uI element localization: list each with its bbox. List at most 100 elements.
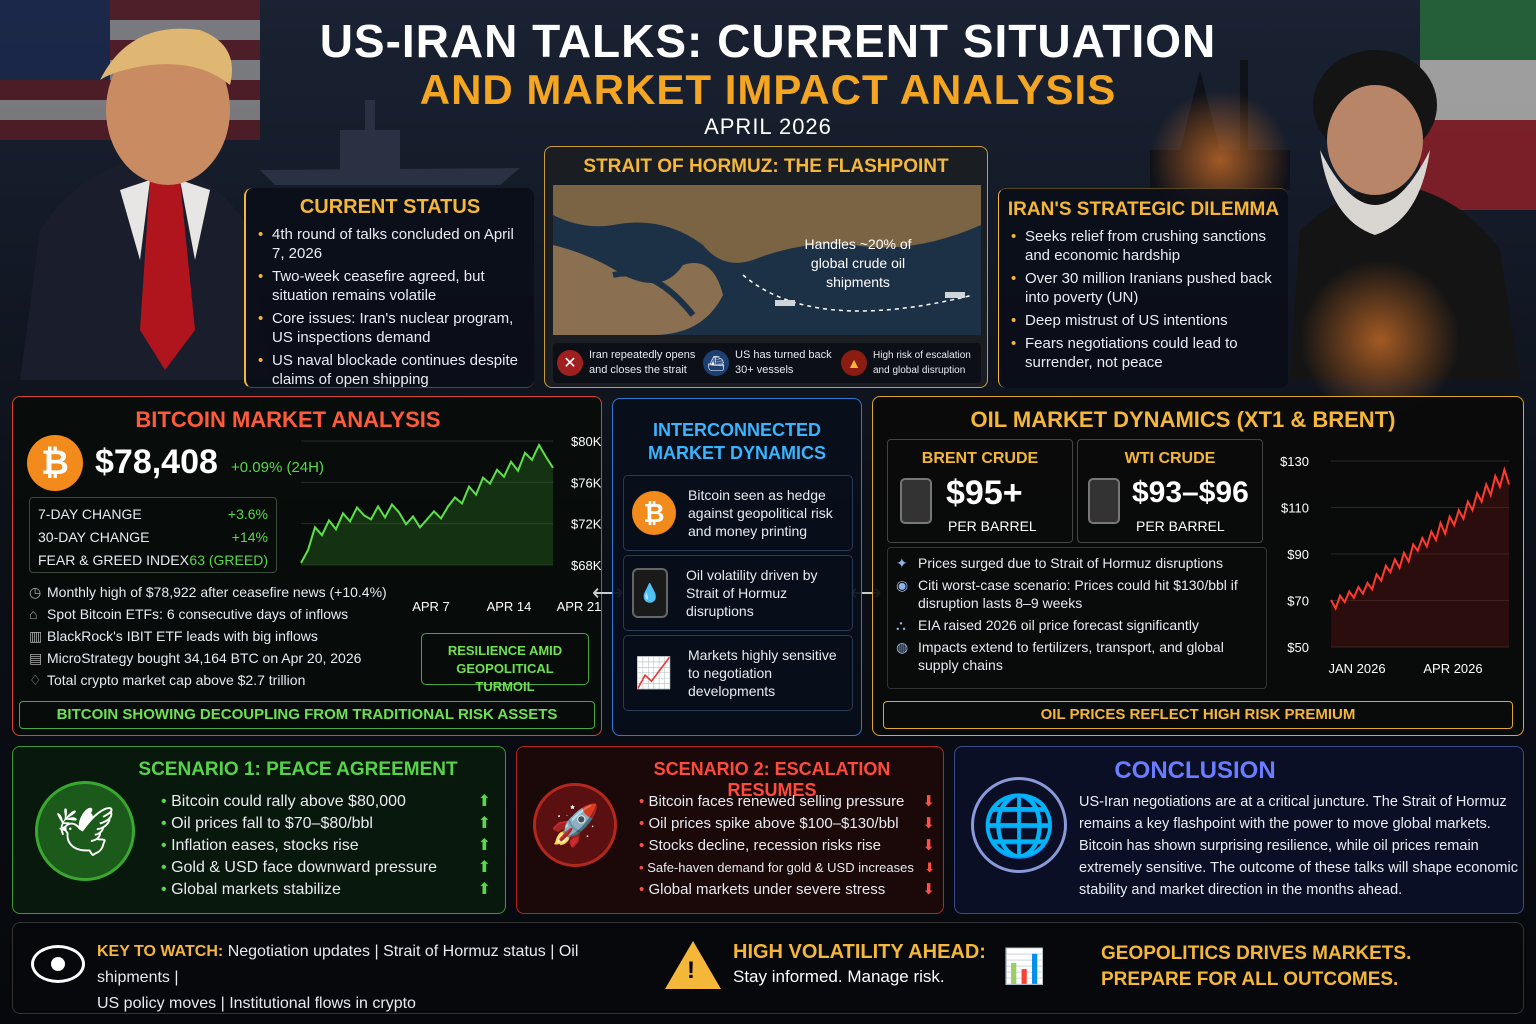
hormuz-panel: STRAIT OF HORMUZ: THE FLASHPOINT Handles… [544,146,988,388]
list-item: Oil prices spike above $100–$130/bbl [648,815,899,832]
list-item: 4th round of talks concluded on April 7,… [256,225,526,263]
y-tick-label: $90 [1287,547,1309,562]
scenario1-title: SCENARIO 1: PEACE AGREEMENT [138,759,458,780]
current-status-list: 4th round of talks concluded on April 7,… [246,225,534,389]
note-text: BlackRock's IBIT ETF leads with big infl… [47,628,318,644]
arrow-up-icon: ⬆ [477,815,491,832]
us-leader-portrait [20,28,270,380]
warning-icon [665,941,721,989]
list-item: Two-week ceasefire agreed, but situation… [256,267,526,305]
list-item: Stocks decline, recession risks rise [648,837,882,854]
y-tick-label: $70 [1287,594,1309,609]
wti-price: $93–$96 [1132,476,1249,509]
arrow-up-icon: ⬆ [477,793,491,810]
list-item: Safe-haven demand for gold & USD increas… [647,860,914,875]
globe-icon: 🌐 [971,777,1067,873]
list-item: Global markets stabilize [171,881,341,898]
dove-icon: 🕊 [35,781,135,881]
current-status-panel: CURRENT STATUS 4th round of talks conclu… [244,188,534,388]
y-tick-label: $76K [571,475,601,490]
oil-barrel-icon [1088,478,1120,524]
y-tick-label: $80K [571,434,601,449]
note-text: EIA raised 2026 oil price forecast signi… [918,617,1199,633]
ship-icon [945,292,965,298]
wti-name: WTI CRUDE [1124,450,1216,467]
bitcoin-24h-change: +0.09% (24H) [231,459,324,476]
inter-item-text: Bitcoin seen as hedge against geopolitic… [688,487,833,539]
ship-icon [775,300,795,306]
volatility-title: HIGH VOLATILITY AHEAD: [733,941,986,963]
wti-unit: PER BARREL [1136,518,1225,534]
bitcoin-title: BITCOIN MARKET ANALYSIS [135,407,441,432]
list-item: Inflation eases, stocks rise [171,837,359,854]
hormuz-note: High risk of escalation and global disru… [873,350,971,376]
interconnected-title: INTERCONNECTED MARKET DYNAMICS [648,420,826,463]
arrow-up-icon: ⬆ [477,837,491,854]
note-text: Impacts extend to fertilizers, transport… [918,639,1224,673]
fire-icon: ▲ [841,350,867,376]
brent-price: $95+ [946,474,1023,512]
key-line1: Negotiation updates | Strait of Hormuz s… [97,943,579,986]
hormuz-map-label: Handles ~20% of global crude oil shipmen… [804,236,912,290]
scenario2-title: SCENARIO 2: ESCALATION RESUMES [653,759,891,800]
arrow-down-icon: ⬇ [924,860,935,875]
markets-icon: 📊 [1003,948,1046,986]
note-text: Citi worst-case scenario: Prices could h… [918,577,1238,611]
arrow-down-icon: ⬇ [922,837,935,854]
y-tick-label: $130 [1280,454,1309,469]
x-tick-label: APR 2026 [1423,661,1482,676]
note-text: Total crypto market cap above $2.7 trill… [47,672,306,688]
oil-panel: OIL MARKET DYNAMICS (XT1 & BRENT) BRENT … [872,396,1524,736]
brent-card: BRENT CRUDE $95+ PER BARREL [887,439,1073,543]
x-tick-label: APR 21 [557,599,601,614]
stat-value: +14% [231,528,268,545]
volatility-sub: Stay informed. Manage risk. [733,967,945,986]
list-item: Over 30 million Iranians pushed back int… [1009,269,1282,307]
interconnected-panel: INTERCONNECTED MARKET DYNAMICS ₿ Bitcoin… [612,398,862,736]
list-item: Deep mistrust of US intentions [1009,311,1282,330]
geo-line2: PREPARE FOR ALL OUTCOMES. [1101,969,1399,990]
list-item: Gold & USD face downward pressure [171,859,437,876]
geo-line1: GEOPOLITICS DRIVES MARKETS. [1101,943,1412,964]
bitcoin-price-chart: $80K $76K $72K $68K APR 7 APR 14 APR 21 [300,434,601,614]
note-text: Spot Bitcoin ETFs: 6 consecutive days of… [47,606,349,622]
conclusion-title: CONCLUSION [1114,757,1276,784]
current-status-title: CURRENT STATUS [299,196,481,218]
resilience-badge: RESILIENCE AMID GEOPOLITICAL TURMOIL [421,633,589,694]
tag-icon: ♢ [29,672,42,688]
oil-notes: ✦ Prices surged due to Strait of Hormuz d… [887,547,1267,689]
hormuz-notes: ✕ Iran repeatedly opens and closes the s… [553,343,981,383]
chart-growth-icon: 📈 [635,656,673,690]
iran-dilemma-title: IRAN'S STRATEGIC DILEMMA [1007,199,1280,220]
iran-flag [1420,0,1536,210]
arrow-up-icon: ⬆ [477,881,491,898]
stat-value: +3.6% [227,505,268,522]
series-line [1330,465,1510,611]
scenario2-panel: SCENARIO 2: ESCALATION RESUMES 🚀 • Bitco… [516,746,944,914]
key-line2: US policy moves | Institutional flows in… [97,995,416,1012]
oil-footer: OIL PRICES REFLECT HIGH RISK PREMIUM [883,701,1513,729]
stat-label: FEAR & GREED INDEX [38,551,189,568]
missile-icon: 🚀 [533,783,617,867]
arrow-down-icon: ⬇ [922,881,935,898]
conclusion-panel: CONCLUSION 🌐 US-Iran negotiations are at… [954,746,1524,914]
oil-title: OIL MARKET DYNAMICS (XT1 & BRENT) [970,407,1396,432]
bitcoin-icon: ₿ [632,491,676,535]
inter-item: 💧 Oil volatility driven by Strait of Hor… [623,555,853,631]
building-icon: ▥ [29,628,43,644]
iran-dilemma-panel: IRAN'S STRATEGIC DILEMMA Seeks relief fr… [998,188,1288,388]
company-icon: ▤ [29,650,43,666]
stat-label: 7-DAY CHANGE [38,505,142,522]
inter-item: 📈 Markets highly sensitive to negotiatio… [623,635,853,711]
series-area [1331,469,1509,647]
y-tick-label: $50 [1287,640,1309,655]
oil-barrel-icon [900,478,932,524]
bitcoin-logo-icon: ₿ [27,435,83,491]
y-tick-label: $72K [571,517,601,532]
iran-dilemma-list: Seeks relief from crushing sanctions and… [999,227,1288,372]
list-item: Bitcoin faces renewed selling pressure [648,793,905,810]
wti-card: WTI CRUDE $93–$96 PER BARREL [1077,439,1263,543]
arrow-up-icon: ⬆ [477,859,491,876]
bitcoin-panel: BITCOIN MARKET ANALYSIS ₿ $78,408 +0.09%… [12,396,602,736]
note-text: MicroStrategy bought 34,164 BTC on Apr 2… [47,650,362,666]
